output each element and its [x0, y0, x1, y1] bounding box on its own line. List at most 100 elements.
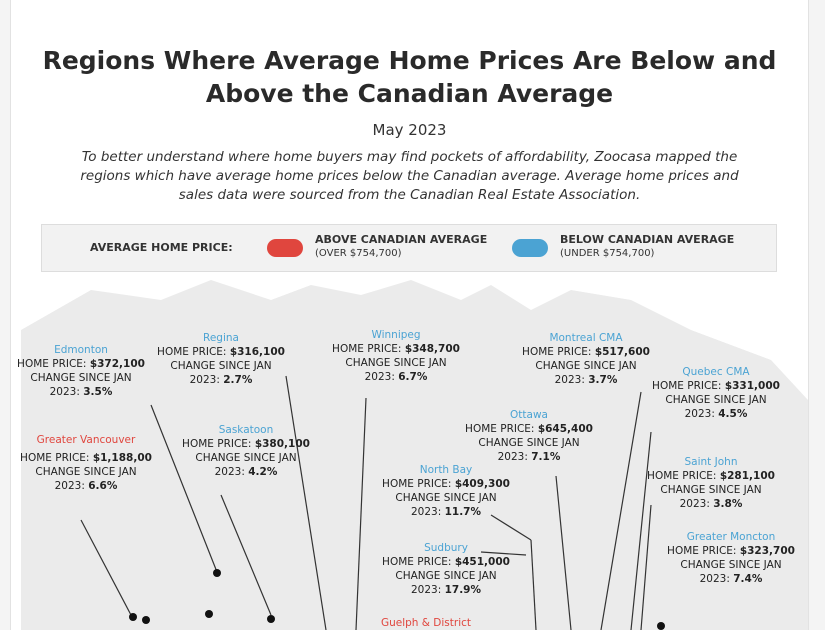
change-line: CHANGE SINCE JAN 2023: 17.9%	[386, 569, 506, 597]
price-line: HOME PRICE: $451,000	[371, 555, 521, 569]
region-label: Winnipeg HOME PRICE: $348,700 CHANGE SINCE…	[321, 328, 471, 384]
legend-label: AVERAGE HOME PRICE:	[90, 241, 233, 254]
change-value: 7.4%	[733, 573, 763, 585]
price-line: HOME PRICE: $323,700	[646, 544, 808, 558]
change-line: CHANGE SINCE JAN 2023: 3.7%	[526, 359, 646, 387]
legend: AVERAGE HOME PRICE: ABOVE CANADIAN AVERA…	[41, 224, 777, 272]
price-label: HOME PRICE:	[652, 380, 722, 392]
price-label: HOME PRICE:	[382, 478, 452, 490]
change-value: 7.1%	[531, 451, 561, 463]
price-value: $451,000	[454, 556, 510, 568]
change-label: CHANGE SINCE JAN 2023:	[35, 466, 137, 492]
region-name: North Bay	[419, 464, 473, 476]
region-name: Greater Vancouver	[36, 434, 136, 446]
region-name: Saskatoon	[218, 424, 274, 436]
change-line: CHANGE SINCE JAN 2023: 6.6%	[26, 465, 146, 493]
change-label: CHANGE SINCE JAN 2023:	[478, 437, 580, 463]
region-name: Guelph & District	[380, 617, 472, 629]
region-name: Montreal CMA	[549, 332, 623, 344]
change-label: CHANGE SINCE JAN 2023:	[345, 357, 447, 383]
region-label: Ottawa HOME PRICE: $645,400 CHANGE SINCE J…	[454, 408, 604, 464]
price-line: HOME PRICE: $281,100	[636, 469, 786, 483]
region-name: Edmonton	[54, 344, 108, 356]
change-line: CHANGE SINCE JAN 2023: 7.1%	[469, 436, 589, 464]
region-name: Greater Moncton	[686, 531, 776, 543]
region-label: Sudbury HOME PRICE: $451,000 CHANGE SINCE …	[371, 541, 521, 597]
price-label: HOME PRICE:	[182, 438, 252, 450]
region-label: Guelph & District	[351, 616, 501, 630]
price-value: $323,700	[739, 545, 795, 557]
change-line: CHANGE SINCE JAN 2023: 4.2%	[186, 451, 306, 479]
region-label: Saint John HOME PRICE: $281,100 CHANGE SIN…	[636, 455, 786, 511]
price-label: HOME PRICE:	[157, 346, 227, 358]
price-label: HOME PRICE:	[522, 346, 592, 358]
price-line: HOME PRICE: $331,000	[641, 379, 791, 393]
region-label: North Bay HOME PRICE: $409,300 CHANGE SINC…	[371, 463, 521, 519]
price-line: HOME PRICE: $316,100	[146, 345, 296, 359]
price-value: $316,100	[229, 346, 285, 358]
change-label: CHANGE SINCE JAN 2023:	[170, 360, 272, 386]
change-value: 4.2%	[248, 466, 278, 478]
region-name: Regina	[203, 332, 239, 344]
price-line: HOME PRICE: $380,100	[171, 437, 321, 451]
price-value: $372,100	[89, 358, 145, 370]
price-label: HOME PRICE:	[647, 470, 717, 482]
price-value: $1,188,00	[92, 452, 152, 464]
change-label: CHANGE SINCE JAN 2023:	[30, 372, 132, 398]
price-line: HOME PRICE: $348,700	[321, 342, 471, 356]
legend-swatch	[512, 239, 548, 257]
price-line: HOME PRICE: $1,188,00	[11, 451, 161, 465]
change-line: CHANGE SINCE JAN 2023: 2.7%	[161, 359, 281, 387]
region-name: Quebec CMA	[682, 366, 750, 378]
map-shape	[21, 280, 808, 630]
change-value: 3.5%	[83, 386, 113, 398]
legend-note: (UNDER $754,700)	[560, 248, 655, 259]
region-name: Winnipeg	[371, 329, 421, 341]
price-label: HOME PRICE:	[20, 452, 90, 464]
change-value: 2.7%	[223, 374, 253, 386]
legend-swatch	[267, 239, 303, 257]
change-value: 3.8%	[713, 498, 743, 510]
legend-name: ABOVE CANADIAN AVERAGE	[315, 233, 488, 246]
price-value: $645,400	[537, 423, 593, 435]
change-value: 17.9%	[444, 584, 482, 596]
price-label: HOME PRICE:	[465, 423, 535, 435]
change-line: CHANGE SINCE JAN 2023: 11.7%	[386, 491, 506, 519]
change-label: CHANGE SINCE JAN 2023:	[395, 570, 497, 596]
change-label: CHANGE SINCE JAN 2023:	[680, 559, 782, 585]
change-line: CHANGE SINCE JAN 2023: 6.7%	[336, 356, 456, 384]
region-label: Greater Vancouver HOME PRICE: $1,188,00 CH…	[11, 430, 161, 493]
region-label: Saskatoon HOME PRICE: $380,100 CHANGE SINC…	[171, 423, 321, 479]
subtitle: May 2023	[372, 121, 447, 139]
change-line: CHANGE SINCE JAN 2023: 3.8%	[651, 483, 771, 511]
region-label: Montreal CMA HOME PRICE: $517,600 CHANGE S…	[511, 331, 661, 387]
region-label: Quebec CMA HOME PRICE: $331,000 CHANGE SIN…	[641, 365, 791, 421]
change-label: CHANGE SINCE JAN 2023:	[195, 452, 297, 478]
region-name: Ottawa	[510, 409, 548, 421]
price-line: HOME PRICE: $517,600	[511, 345, 661, 359]
change-value: 6.7%	[398, 371, 428, 383]
map	[21, 280, 808, 630]
change-label: CHANGE SINCE JAN 2023:	[395, 492, 497, 518]
price-label: HOME PRICE:	[17, 358, 87, 370]
price-line: HOME PRICE: $645,400	[454, 422, 604, 436]
price-value: $331,000	[724, 380, 780, 392]
region-label: Greater Moncton HOME PRICE: $323,700 CHANG…	[646, 530, 808, 586]
price-line: HOME PRICE: $372,100	[11, 357, 156, 371]
region-label: Regina HOME PRICE: $316,100 CHANGE SINCE J…	[146, 331, 296, 387]
region-name: Sudbury	[424, 542, 468, 554]
price-value: $281,100	[719, 470, 775, 482]
infographic: Regions Where Average Home Prices Are Be…	[10, 0, 809, 630]
legend-note: (OVER $754,700)	[315, 248, 402, 259]
change-value: 6.6%	[88, 480, 118, 492]
price-label: HOME PRICE:	[382, 556, 452, 568]
change-line: CHANGE SINCE JAN 2023: 7.4%	[671, 558, 791, 586]
price-value: $409,300	[454, 478, 510, 490]
change-line: CHANGE SINCE JAN 2023: 4.5%	[656, 393, 776, 421]
title: Regions Where Average Home Prices Are Be…	[42, 46, 777, 108]
change-label: CHANGE SINCE JAN 2023:	[535, 360, 637, 386]
change-line: CHANGE SINCE JAN 2023: 3.5%	[21, 371, 141, 399]
price-value: $517,600	[594, 346, 650, 358]
legend-name: BELOW CANADIAN AVERAGE	[560, 233, 735, 246]
change-value: 4.5%	[718, 408, 748, 420]
